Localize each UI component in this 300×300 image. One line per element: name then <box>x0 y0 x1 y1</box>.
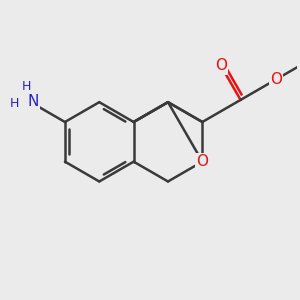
Text: H: H <box>22 80 31 93</box>
Text: H: H <box>10 97 20 110</box>
Text: N: N <box>27 94 38 109</box>
Text: O: O <box>196 154 208 169</box>
Text: O: O <box>215 58 227 74</box>
Text: O: O <box>270 72 282 87</box>
